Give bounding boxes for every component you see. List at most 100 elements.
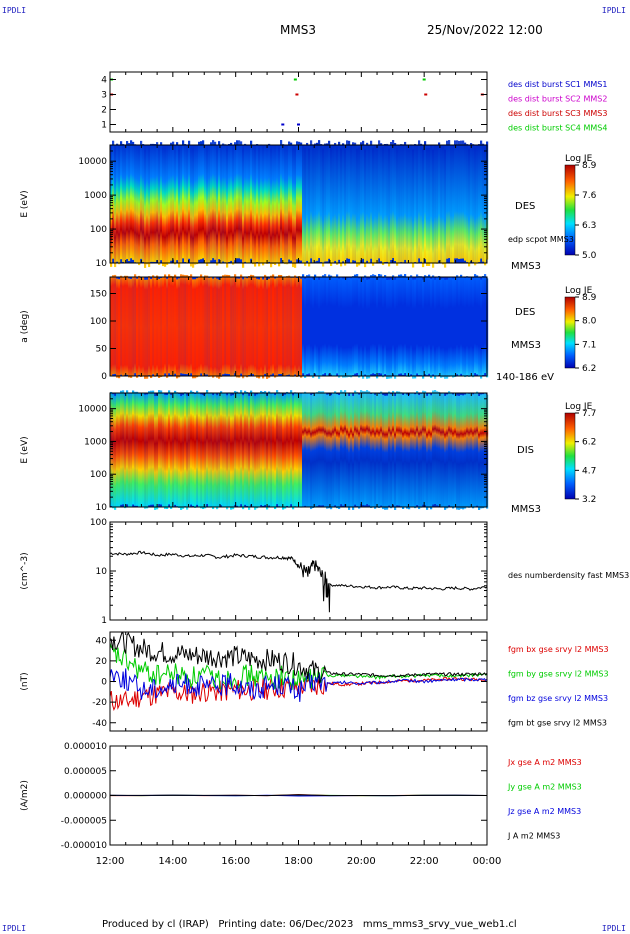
heatmap-column [204, 275, 207, 375]
field-line [109, 631, 488, 685]
heatmap-column [138, 275, 141, 375]
heatmap-column [262, 147, 265, 266]
heatmap-column [336, 394, 339, 509]
heatmap-column [276, 277, 279, 377]
heatmap-column [346, 140, 349, 259]
heatmap-column [462, 395, 465, 510]
corner-mark-top-right: IPDLI [601, 6, 626, 15]
heatmap-column [248, 276, 251, 376]
heatmap-column [164, 274, 167, 374]
spacecraft-title: MMS3 [280, 23, 316, 37]
heatmap-column [114, 274, 117, 374]
heatmap-column [316, 392, 319, 507]
heatmap-column [246, 278, 249, 378]
heatmap-column [358, 147, 361, 266]
heatmap-column [398, 391, 401, 506]
heatmap-column [166, 395, 169, 510]
heatmap-column [310, 140, 313, 259]
heatmap-column [240, 390, 243, 505]
field-line [109, 642, 488, 690]
y-tick-label: 20 [96, 657, 108, 667]
heatmap-column [276, 390, 279, 505]
heatmap-column [118, 393, 121, 508]
y-tick-label: 10000 [78, 157, 107, 167]
heatmap-column [408, 395, 411, 510]
heatmap-column [238, 278, 241, 378]
legend-entry: fgm bt gse srvy l2 MMS3 [508, 719, 607, 728]
heatmap-column [424, 275, 427, 375]
heatmap-column [128, 143, 131, 262]
colorbar [564, 164, 576, 256]
heatmap-column [230, 395, 233, 510]
heatmap-column [418, 140, 421, 259]
heatmap-column [438, 275, 441, 375]
heatmap-column [200, 394, 203, 509]
heatmap-column [442, 393, 445, 508]
heatmap-column [254, 395, 257, 510]
heatmap-column [376, 145, 379, 264]
colorbar-title: Log JE [565, 286, 593, 296]
heatmap-column [158, 278, 161, 378]
heatmap-column [174, 274, 177, 374]
burst-point [281, 123, 285, 126]
colorbar-tick-label: 3.2 [582, 495, 596, 505]
heatmap-column [436, 391, 439, 506]
heatmap-column [236, 391, 239, 506]
heatmap-column [440, 278, 443, 378]
heatmap-column [142, 277, 145, 377]
heatmap-column [174, 390, 177, 505]
heatmap-column [238, 393, 241, 508]
colorbar-tick-label: 6.2 [582, 438, 596, 448]
heatmap-column [458, 395, 461, 510]
heatmap-column [352, 276, 355, 376]
heatmap-column [426, 147, 429, 266]
heatmap-column [446, 279, 449, 379]
y-tick-label: 0 [101, 372, 107, 382]
heatmap-column [338, 278, 341, 378]
heatmap-column [352, 142, 355, 261]
heatmap-column [422, 149, 425, 268]
heatmap-column [310, 276, 313, 376]
heatmap-column [162, 148, 165, 267]
heatmap-column [436, 277, 439, 377]
heatmap-column [206, 390, 209, 505]
colorbar-title: Log JE [565, 402, 593, 412]
heatmap-column [180, 145, 183, 264]
heatmap-column [220, 277, 223, 377]
heatmap-column [160, 277, 163, 377]
heatmap-column [150, 390, 153, 505]
heatmap-column [178, 278, 181, 378]
heatmap-column [176, 392, 179, 507]
heatmap-column [240, 141, 243, 260]
y-axis-label: a (deg) [20, 310, 30, 342]
heatmap-column [400, 274, 403, 374]
heatmap-column [166, 278, 169, 378]
heatmap-column [280, 274, 283, 374]
heatmap-column [368, 391, 371, 506]
heatmap-column [166, 146, 169, 265]
heatmap-column [452, 278, 455, 378]
heatmap-column [124, 144, 127, 263]
heatmap-column [346, 278, 349, 378]
heatmap-column [244, 143, 247, 262]
heatmap-column [410, 144, 413, 263]
heatmap-column [344, 390, 347, 505]
heatmap-column [134, 274, 137, 374]
heatmap-column [196, 390, 199, 505]
heatmap-column [192, 279, 195, 379]
heatmap-column [270, 149, 273, 268]
heatmap-column [150, 279, 153, 379]
heatmap-column [434, 279, 437, 379]
heatmap-column [326, 143, 329, 262]
legend-entry: Jy gse A m2 MMS3 [507, 783, 582, 792]
heatmap-column [252, 146, 255, 265]
heatmap-column [132, 141, 135, 260]
heatmap-column [250, 390, 253, 505]
heatmap-column [162, 277, 165, 377]
heatmap-column [140, 140, 143, 259]
heatmap-column [258, 393, 261, 508]
heatmap-column [368, 279, 371, 379]
heatmap-column [414, 279, 417, 379]
colorbar-tick-label: 8.9 [582, 293, 597, 303]
heatmap-column [140, 277, 143, 377]
